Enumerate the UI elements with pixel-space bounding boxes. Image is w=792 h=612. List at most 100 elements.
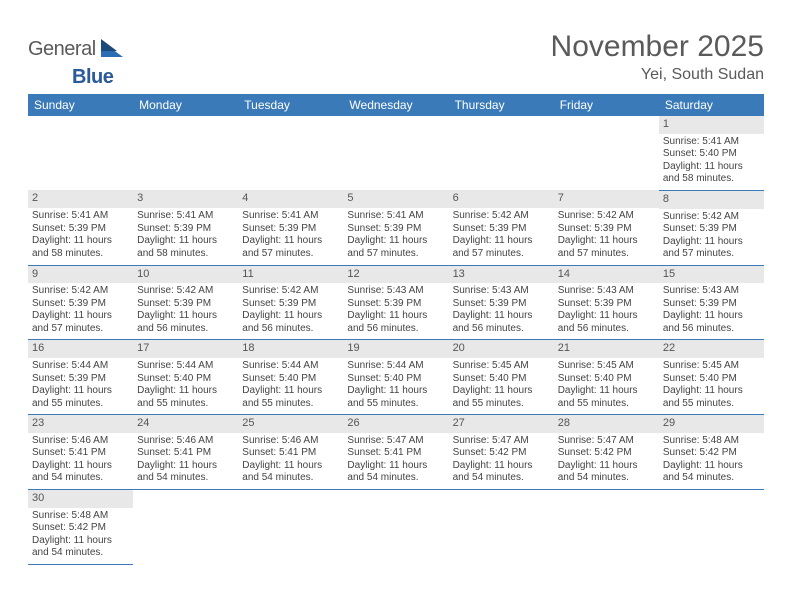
calendar-cell: 30Sunrise: 5:48 AMSunset: 5:42 PMDayligh… <box>28 489 133 564</box>
calendar-cell: 3Sunrise: 5:41 AMSunset: 5:39 PMDaylight… <box>133 190 238 265</box>
sunrise-line: Sunrise: 5:42 AM <box>663 211 760 224</box>
calendar-cell: 23Sunrise: 5:46 AMSunset: 5:41 PMDayligh… <box>28 415 133 490</box>
calendar-cell: 27Sunrise: 5:47 AMSunset: 5:42 PMDayligh… <box>449 415 554 490</box>
sunset-line: Sunset: 5:39 PM <box>32 223 129 236</box>
sunset-line: Sunset: 5:39 PM <box>32 373 129 386</box>
day-number: 27 <box>449 415 554 433</box>
day-number: 30 <box>28 490 133 508</box>
calendar-cell: 14Sunrise: 5:43 AMSunset: 5:39 PMDayligh… <box>554 265 659 340</box>
calendar-cell: 24Sunrise: 5:46 AMSunset: 5:41 PMDayligh… <box>133 415 238 490</box>
day-details: Sunrise: 5:41 AMSunset: 5:39 PMDaylight:… <box>133 208 238 264</box>
daylight-line: Daylight: 11 hours and 55 minutes. <box>242 385 339 410</box>
sunrise-line: Sunrise: 5:48 AM <box>32 510 129 523</box>
daylight-line: Daylight: 11 hours and 54 minutes. <box>558 460 655 485</box>
day-number: 19 <box>343 340 448 358</box>
sunrise-line: Sunrise: 5:41 AM <box>242 210 339 223</box>
day-details: Sunrise: 5:44 AMSunset: 5:40 PMDaylight:… <box>133 358 238 414</box>
daylight-line: Daylight: 11 hours and 58 minutes. <box>137 235 234 260</box>
day-details: Sunrise: 5:44 AMSunset: 5:39 PMDaylight:… <box>28 358 133 414</box>
calendar-cell <box>133 116 238 190</box>
sunrise-line: Sunrise: 5:44 AM <box>32 360 129 373</box>
day-details: Sunrise: 5:45 AMSunset: 5:40 PMDaylight:… <box>659 358 764 414</box>
sunrise-line: Sunrise: 5:47 AM <box>347 435 444 448</box>
calendar-cell <box>554 116 659 190</box>
calendar-row: 2Sunrise: 5:41 AMSunset: 5:39 PMDaylight… <box>28 190 764 265</box>
sunrise-line: Sunrise: 5:43 AM <box>558 285 655 298</box>
calendar-cell: 5Sunrise: 5:41 AMSunset: 5:39 PMDaylight… <box>343 190 448 265</box>
day-number: 8 <box>659 191 764 209</box>
sunset-line: Sunset: 5:39 PM <box>32 298 129 311</box>
day-details: Sunrise: 5:42 AMSunset: 5:39 PMDaylight:… <box>238 283 343 339</box>
daylight-line: Daylight: 11 hours and 54 minutes. <box>453 460 550 485</box>
sunrise-line: Sunrise: 5:45 AM <box>663 360 760 373</box>
sunset-line: Sunset: 5:39 PM <box>558 298 655 311</box>
day-number: 21 <box>554 340 659 358</box>
sunrise-line: Sunrise: 5:46 AM <box>242 435 339 448</box>
calendar-row: 30Sunrise: 5:48 AMSunset: 5:42 PMDayligh… <box>28 489 764 564</box>
sunset-line: Sunset: 5:39 PM <box>347 223 444 236</box>
day-number: 18 <box>238 340 343 358</box>
sunset-line: Sunset: 5:41 PM <box>347 447 444 460</box>
calendar-cell <box>449 489 554 564</box>
day-number: 22 <box>659 340 764 358</box>
calendar-cell <box>449 116 554 190</box>
weekday-header: Sunday <box>28 94 133 116</box>
day-number: 28 <box>554 415 659 433</box>
day-number: 7 <box>554 190 659 208</box>
calendar-cell: 13Sunrise: 5:43 AMSunset: 5:39 PMDayligh… <box>449 265 554 340</box>
sunrise-line: Sunrise: 5:44 AM <box>137 360 234 373</box>
sunset-line: Sunset: 5:40 PM <box>558 373 655 386</box>
sunset-line: Sunset: 5:42 PM <box>663 447 760 460</box>
sunrise-line: Sunrise: 5:46 AM <box>32 435 129 448</box>
calendar-cell: 21Sunrise: 5:45 AMSunset: 5:40 PMDayligh… <box>554 340 659 415</box>
sunrise-line: Sunrise: 5:43 AM <box>347 285 444 298</box>
flag-icon <box>101 39 127 57</box>
daylight-line: Daylight: 11 hours and 56 minutes. <box>137 310 234 335</box>
sunset-line: Sunset: 5:41 PM <box>242 447 339 460</box>
sunrise-line: Sunrise: 5:47 AM <box>453 435 550 448</box>
daylight-line: Daylight: 11 hours and 57 minutes. <box>242 235 339 260</box>
calendar-cell: 28 Sunrise: 5:47 AMSunset: 5:42 PMDayligh… <box>554 415 659 490</box>
calendar-cell: 16Sunrise: 5:44 AMSunset: 5:39 PMDayligh… <box>28 340 133 415</box>
day-details: Sunrise: 5:45 AMSunset: 5:40 PMDaylight:… <box>554 358 659 414</box>
sunset-line: Sunset: 5:39 PM <box>663 298 760 311</box>
logo: General <box>28 30 129 61</box>
calendar-cell <box>343 116 448 190</box>
sunrise-line: Sunrise: 5:42 AM <box>558 210 655 223</box>
day-details: Sunrise: 5:43 AMSunset: 5:39 PMDaylight:… <box>449 283 554 339</box>
day-number: 5 <box>343 190 448 208</box>
calendar-row: 9Sunrise: 5:42 AMSunset: 5:39 PMDaylight… <box>28 265 764 340</box>
day-number: 10 <box>133 266 238 284</box>
sunset-line: Sunset: 5:42 PM <box>558 447 655 460</box>
day-details: Sunrise: 5:44 AMSunset: 5:40 PMDaylight:… <box>238 358 343 414</box>
calendar-cell: 1Sunrise: 5:41 AMSunset: 5:40 PMDaylight… <box>659 116 764 190</box>
sunset-line: Sunset: 5:41 PM <box>32 447 129 460</box>
calendar-cell <box>238 489 343 564</box>
calendar-cell <box>133 489 238 564</box>
day-details: Sunrise: 5:48 AMSunset: 5:42 PMDaylight:… <box>28 508 133 564</box>
sunrise-line: Sunrise: 5:47 AM <box>558 435 655 448</box>
day-number: 4 <box>238 190 343 208</box>
daylight-line: Daylight: 11 hours and 54 minutes. <box>242 460 339 485</box>
daylight-line: Daylight: 11 hours and 54 minutes. <box>32 535 129 560</box>
daylight-line: Daylight: 11 hours and 56 minutes. <box>558 310 655 335</box>
sunset-line: Sunset: 5:39 PM <box>558 223 655 236</box>
day-number: 17 <box>133 340 238 358</box>
calendar-cell <box>28 116 133 190</box>
calendar-cell: 15Sunrise: 5:43 AMSunset: 5:39 PMDayligh… <box>659 265 764 340</box>
sunrise-line: Sunrise: 5:41 AM <box>663 136 760 149</box>
day-details: Sunrise: 5:44 AMSunset: 5:40 PMDaylight:… <box>343 358 448 414</box>
daylight-line: Daylight: 11 hours and 57 minutes. <box>558 235 655 260</box>
sunrise-line: Sunrise: 5:48 AM <box>663 435 760 448</box>
daylight-line: Daylight: 11 hours and 55 minutes. <box>558 385 655 410</box>
sunrise-line: Sunrise: 5:41 AM <box>32 210 129 223</box>
calendar-cell: 7 Sunrise: 5:42 AMSunset: 5:39 PMDaylight… <box>554 190 659 265</box>
calendar-cell: 8Sunrise: 5:42 AMSunset: 5:39 PMDaylight… <box>659 190 764 265</box>
calendar-cell <box>343 489 448 564</box>
sunrise-line: Sunrise: 5:44 AM <box>242 360 339 373</box>
daylight-line: Daylight: 11 hours and 56 minutes. <box>453 310 550 335</box>
sunset-line: Sunset: 5:40 PM <box>453 373 550 386</box>
daylight-line: Daylight: 11 hours and 55 minutes. <box>137 385 234 410</box>
weekday-header: Tuesday <box>238 94 343 116</box>
calendar-cell: 22Sunrise: 5:45 AMSunset: 5:40 PMDayligh… <box>659 340 764 415</box>
